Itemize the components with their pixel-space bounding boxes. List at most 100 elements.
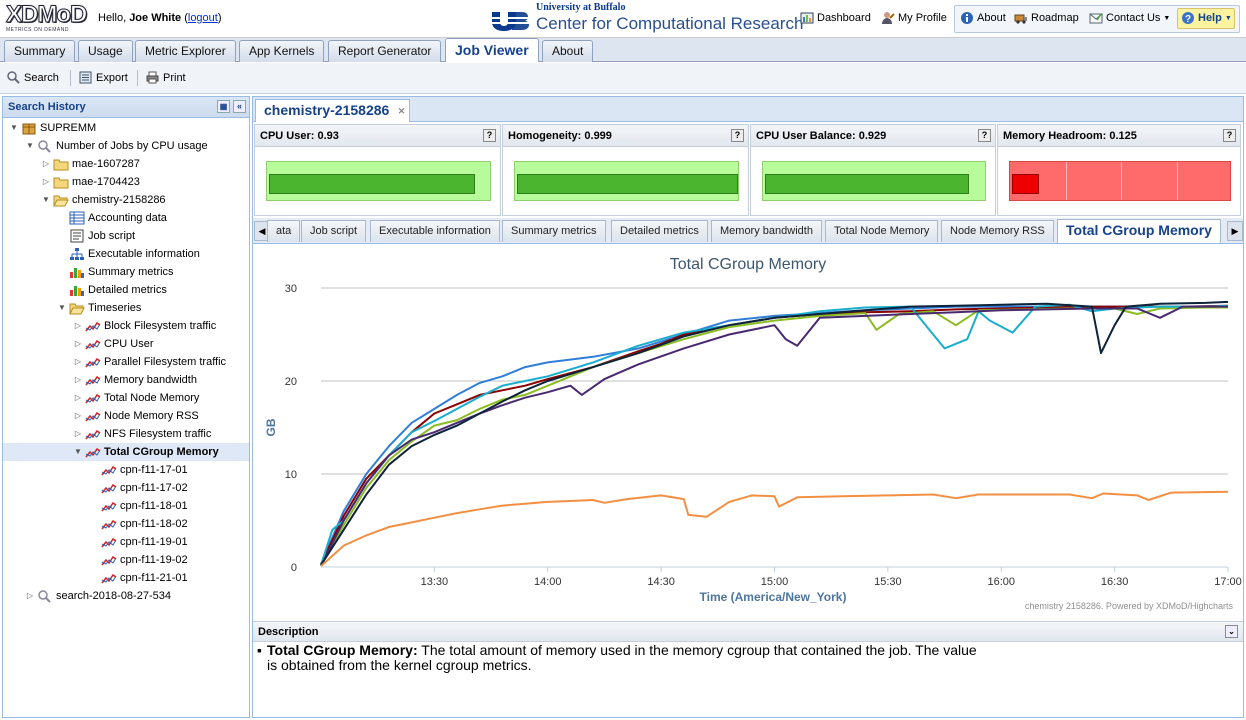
- collapsed-arrow-icon[interactable]: ▷: [42, 177, 50, 186]
- about-link[interactable]: About: [960, 11, 1006, 25]
- tree-node[interactable]: cpn-f11-21-01: [3, 569, 249, 587]
- export-button[interactable]: Export: [79, 71, 128, 84]
- collapsed-arrow-icon[interactable]: ▷: [74, 339, 82, 348]
- tree-node[interactable]: ▷ Memory bandwidth: [3, 371, 249, 389]
- collapsed-arrow-icon[interactable]: ▷: [42, 159, 50, 168]
- tab-usage[interactable]: Usage: [78, 40, 133, 62]
- collapsed-arrow-icon[interactable]: ▷: [74, 429, 82, 438]
- collapsed-arrow-icon[interactable]: ▷: [74, 321, 82, 330]
- tree-node[interactable]: cpn-f11-19-02: [3, 551, 249, 569]
- tree-node[interactable]: ▷ Node Memory RSS: [3, 407, 249, 425]
- help-icon: ?: [1182, 12, 1194, 25]
- metric-label: CPU User Balance: 0.929: [756, 130, 887, 142]
- tree-node[interactable]: Job script: [3, 227, 249, 245]
- collapsed-arrow-icon[interactable]: ▷: [74, 375, 82, 384]
- chevron-down-icon: ▼: [1163, 14, 1171, 22]
- folder-open-icon: [69, 303, 85, 315]
- tab-job-script[interactable]: Job script: [301, 220, 367, 242]
- tab-total-node-memory[interactable]: Total Node Memory: [825, 220, 939, 242]
- toolbar-divider: [137, 70, 138, 86]
- tree-node[interactable]: ▼ chemistry-2158286: [3, 191, 249, 209]
- scroll-right-icon[interactable]: ▶: [1227, 221, 1243, 241]
- line-chart-icon: [101, 465, 117, 476]
- tree-node[interactable]: ▷ mae-1607287: [3, 155, 249, 173]
- tree-node[interactable]: ▷ search-2018-08-27-534: [3, 587, 249, 605]
- line-chart-icon: [85, 447, 101, 458]
- collapsed-arrow-icon[interactable]: ▷: [74, 357, 82, 366]
- tree-node[interactable]: ▷ mae-1704423: [3, 173, 249, 191]
- tab-detailed-metrics[interactable]: Detailed metrics: [611, 220, 708, 242]
- contact-us-link[interactable]: Contact Us ▼: [1089, 11, 1170, 25]
- search-button[interactable]: Search: [7, 71, 59, 84]
- expanded-arrow-icon[interactable]: ▼: [74, 447, 82, 456]
- tree-node-label: cpn-f11-19-01: [120, 536, 188, 548]
- folder-icon: [53, 159, 69, 171]
- tree-node[interactable]: ▷ Parallel Filesystem traffic: [3, 353, 249, 371]
- tree-node[interactable]: Accounting data: [3, 209, 249, 227]
- dashboard-link[interactable]: Dashboard: [800, 11, 871, 25]
- job-tab[interactable]: chemistry-2158286 ✕: [255, 99, 411, 122]
- tree-node[interactable]: ▼ Number of Jobs by CPU usage: [3, 137, 249, 155]
- pin-icon[interactable]: ▦: [217, 100, 230, 113]
- tree-node[interactable]: cpn-f11-17-02: [3, 479, 249, 497]
- help-icon[interactable]: ?: [483, 129, 496, 142]
- close-icon[interactable]: ✕: [397, 106, 406, 116]
- xdmod-logo: XDMoD METRICS ON DEMAND: [6, 2, 94, 35]
- tree-node[interactable]: ▷ Total Node Memory: [3, 389, 249, 407]
- tree-node[interactable]: cpn-f11-18-02: [3, 515, 249, 533]
- tree-node[interactable]: Detailed metrics: [3, 281, 249, 299]
- tab-job-viewer[interactable]: Job Viewer: [445, 38, 539, 62]
- line-chart-icon: [85, 357, 101, 368]
- tab-summary[interactable]: Summary: [4, 40, 76, 62]
- help-icon[interactable]: ?: [1223, 129, 1236, 142]
- x-tick-label: 15:00: [761, 576, 789, 588]
- collapsed-arrow-icon[interactable]: ▷: [26, 591, 34, 600]
- line-chart-icon: [101, 555, 117, 566]
- x-tick-label: 14:00: [534, 576, 562, 588]
- tab-node-memory-rss[interactable]: Node Memory RSS: [941, 220, 1054, 242]
- help-link[interactable]: ? Help ▼: [1181, 11, 1232, 25]
- tree-node[interactable]: ▼ Timeseries: [3, 299, 249, 317]
- collapse-left-icon[interactable]: «: [233, 100, 246, 113]
- tree-node[interactable]: Executable information: [3, 245, 249, 263]
- tab-executable-information[interactable]: Executable information: [370, 220, 500, 242]
- tree-node[interactable]: Summary metrics: [3, 263, 249, 281]
- print-button[interactable]: Print: [146, 71, 186, 84]
- tab-about[interactable]: About: [542, 40, 594, 62]
- expanded-arrow-icon[interactable]: ▼: [26, 141, 34, 150]
- tree-node[interactable]: ▼ SUPREMM: [3, 119, 249, 137]
- tree-node[interactable]: cpn-f11-18-01: [3, 497, 249, 515]
- my-profile-link[interactable]: My Profile: [881, 11, 947, 25]
- line-chart-icon: [85, 411, 101, 422]
- tab-summary-metrics[interactable]: Summary metrics: [502, 220, 606, 242]
- tab-metric-explorer[interactable]: Metric Explorer: [135, 40, 236, 62]
- collapse-icon[interactable]: ⌄: [1225, 625, 1238, 638]
- metric-header: Homogeneity: 0.999?: [503, 125, 748, 147]
- tree-node[interactable]: cpn-f11-17-01: [3, 461, 249, 479]
- tab-accounting-data[interactable]: ata: [267, 220, 301, 242]
- collapsed-arrow-icon[interactable]: ▷: [74, 411, 82, 420]
- tab-memory-bandwidth[interactable]: Memory bandwidth: [711, 220, 822, 242]
- tree-node[interactable]: ▷ Block Filesystem traffic: [3, 317, 249, 335]
- help-icon[interactable]: ?: [731, 129, 744, 142]
- expanded-arrow-icon[interactable]: ▼: [42, 195, 50, 204]
- expanded-arrow-icon[interactable]: ▼: [58, 303, 66, 312]
- x-tick-label: 17:00: [1214, 576, 1242, 588]
- logout-link[interactable]: logout: [187, 12, 218, 24]
- collapsed-arrow-icon[interactable]: ▷: [74, 393, 82, 402]
- metric-gauge-fill: [517, 174, 738, 194]
- roadmap-link[interactable]: Roadmap: [1014, 11, 1079, 25]
- tab-app-kernels[interactable]: App Kernels: [239, 40, 325, 62]
- tab-total-cgroup-memory[interactable]: Total CGroup Memory: [1057, 219, 1221, 243]
- tree-node[interactable]: ▼ Total CGroup Memory: [3, 443, 249, 461]
- series-line: [320, 305, 1228, 565]
- tree-node[interactable]: ▷ CPU User: [3, 335, 249, 353]
- tab-report-generator[interactable]: Report Generator: [328, 40, 442, 62]
- tree-node[interactable]: cpn-f11-19-01: [3, 533, 249, 551]
- metric-label: Memory Headroom: 0.125: [1003, 130, 1137, 142]
- expanded-arrow-icon[interactable]: ▼: [10, 123, 18, 132]
- help-icon[interactable]: ?: [978, 129, 991, 142]
- tree-node[interactable]: ▷ NFS Filesystem traffic: [3, 425, 249, 443]
- tree-node-label: Executable information: [88, 248, 200, 260]
- x-tick-label: 15:30: [874, 576, 902, 588]
